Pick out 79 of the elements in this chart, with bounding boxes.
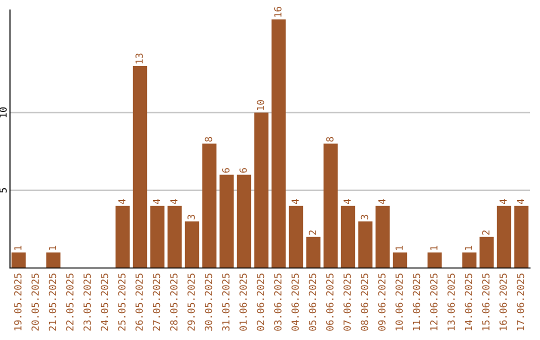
x-tick-label: 29.05.2025 [187, 274, 195, 331]
data-label: 1 [48, 246, 56, 250]
x-tick-label: 05.06.2025 [308, 274, 316, 331]
x-tick-label: 15.06.2025 [482, 274, 490, 330]
bar [358, 221, 372, 268]
x-tick-label: 26.05.2025 [135, 274, 143, 331]
data-label: 1 [396, 246, 403, 250]
x-tick-label: 20.05.2025 [31, 274, 39, 331]
x-tick-label: 21.05.2025 [48, 274, 56, 331]
data-label: 4 [500, 199, 507, 204]
x-tick-label: 14.06.2025 [464, 274, 472, 330]
x-tick-label: 09.06.2025 [378, 274, 386, 331]
data-label: 4 [170, 199, 178, 204]
data-label: 1 [14, 246, 22, 250]
data-label: 6 [239, 168, 247, 173]
data-label: 2 [482, 230, 490, 235]
x-tick-label: 03.06.2025 [274, 274, 282, 331]
bar [132, 66, 148, 268]
x-tick-label: 28.05.2025 [170, 274, 178, 331]
bar [254, 112, 268, 268]
data-label: 4 [344, 199, 351, 204]
bar [150, 206, 164, 268]
data-label: 3 [187, 214, 195, 220]
bar [306, 236, 320, 268]
bar [376, 206, 390, 268]
x-tick-label: 11.06.2025 [412, 274, 420, 330]
x-tick-label: 01.06.2025 [239, 274, 247, 331]
data-label: 4 [516, 199, 524, 204]
bar [480, 236, 494, 268]
y-tick-label: 5 [0, 188, 7, 193]
x-tick-label: 24.05.2025 [100, 274, 108, 331]
bar [116, 206, 130, 268]
bar [220, 174, 234, 268]
x-tick-label: 22.05.2025 [66, 274, 74, 331]
x-tick-label: 16.06.2025 [499, 274, 507, 330]
bar [168, 206, 182, 268]
data-label: 10 [256, 100, 264, 110]
x-tick-label: 13.06.2025 [447, 274, 455, 330]
bar [462, 252, 476, 268]
bar [392, 252, 408, 268]
data-label: 8 [326, 137, 334, 142]
data-label: 2 [308, 230, 316, 235]
x-tick-label: 17.06.2025 [516, 274, 524, 330]
x-tick-label: 02.06.2025 [256, 274, 264, 331]
data-label: 16 [274, 6, 282, 17]
x-tick-label: 27.05.2025 [152, 274, 160, 331]
bar [184, 221, 200, 268]
bar [202, 144, 216, 268]
x-tick-label: 06.06.2025 [326, 274, 334, 331]
data-label: 1 [464, 246, 472, 250]
bar [272, 19, 286, 268]
x-tick-label: 30.05.2025 [204, 274, 212, 331]
x-tick-label: 07.06.2025 [343, 274, 351, 331]
bar [324, 144, 338, 268]
data-label: 4 [152, 199, 160, 204]
bar [12, 252, 26, 268]
data-label: 1 [430, 246, 438, 250]
bar [236, 174, 252, 268]
bar [514, 206, 528, 268]
x-tick-label: 19.05.2025 [14, 274, 22, 330]
bar [340, 206, 356, 268]
x-tick-label: 31.05.2025 [222, 274, 230, 331]
x-tick-label: 12.06.2025 [430, 274, 438, 330]
bar [428, 252, 442, 268]
data-label: 13 [135, 54, 143, 64]
x-tick-label: 08.06.2025 [360, 274, 368, 331]
x-tick-label: 23.05.2025 [83, 274, 91, 331]
data-label: 3 [360, 214, 368, 220]
bar [288, 206, 304, 268]
x-tick-label: 25.05.2025 [118, 274, 126, 331]
bar [496, 206, 512, 268]
data-label: 8 [204, 137, 212, 142]
data-label: 4 [292, 199, 299, 204]
data-label: 6 [222, 168, 230, 173]
data-label: 4 [378, 199, 386, 204]
bar [46, 252, 60, 268]
data-label: 4 [118, 199, 126, 204]
x-tick-label: 10.06.2025 [395, 274, 403, 330]
x-tick-label: 04.06.2025 [291, 274, 299, 331]
